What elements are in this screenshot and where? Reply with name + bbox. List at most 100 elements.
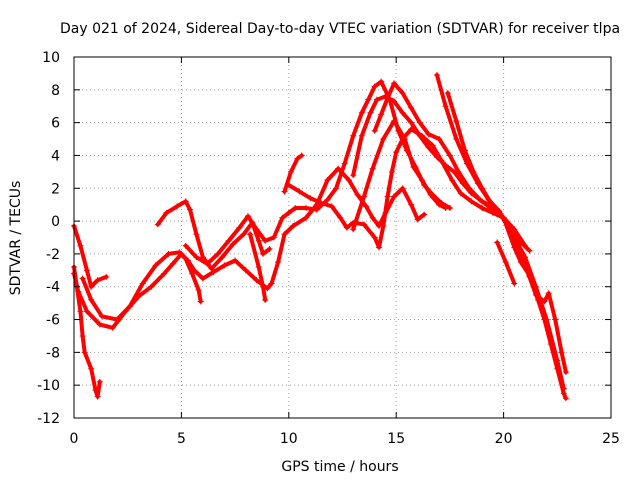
data-point [214,250,221,257]
series-trace [248,232,268,302]
data-point [88,365,95,372]
data-point [79,275,86,282]
data-point [163,209,170,216]
data-point [358,132,365,139]
series-track-8 [281,152,305,195]
data-point [547,341,554,348]
series-track-12 [350,117,449,233]
data-point [285,181,292,188]
y-tick-label: -6 [46,313,60,329]
data-point [399,185,406,192]
data-point [384,95,391,102]
data-point [148,283,155,290]
x-tick-label: 10 [280,431,298,447]
data-point [453,117,460,124]
data-point [562,369,569,376]
data-point [391,98,398,105]
data-point [517,239,524,246]
data-point [470,168,477,175]
y-tick-label: 8 [51,83,60,99]
y-tick-label: 6 [51,116,60,132]
data-point [126,303,133,310]
data-point [290,223,297,230]
series-trace [72,224,109,289]
data-point [262,237,269,244]
data-point [244,213,251,220]
data-point [418,177,425,184]
data-point [541,316,548,323]
data-point [260,250,267,257]
y-tick-label: 2 [51,181,60,197]
x-tick-label: 5 [177,431,186,447]
data-point [281,188,288,195]
data-point [307,195,314,202]
series-trace [282,153,304,194]
data-point [81,349,88,356]
data-point [287,168,294,175]
data-point [442,204,449,211]
data-point [182,242,189,249]
data-point [388,168,395,175]
series-track-7 [247,231,269,303]
data-point [354,191,361,198]
data-point [358,109,365,116]
data-point [552,316,559,323]
data-point [532,291,539,298]
data-point [399,90,406,97]
data-point [109,324,116,331]
data-point [401,136,408,143]
data-point [363,203,370,210]
data-point [262,296,269,303]
data-point [391,117,398,124]
data-point [96,321,103,328]
data-point [494,239,501,246]
data-point [562,395,569,402]
data-point [204,260,211,267]
series-track-15 [494,239,518,287]
data-point [442,162,449,169]
data-point [236,224,243,231]
data-point [376,244,383,251]
data-point [152,262,159,269]
data-point [476,196,483,203]
data-point [444,90,451,97]
data-point [94,393,101,400]
data-point [268,280,275,287]
data-point [434,154,441,161]
data-point [489,203,496,210]
data-point [324,177,331,184]
data-point [367,109,374,116]
chart-title: Day 021 of 2024, Sidereal Day-to-day VTE… [60,21,620,37]
data-point [174,203,181,210]
data-point [410,163,417,170]
data-point [83,308,90,315]
data-point [371,234,378,241]
data-point [253,226,260,233]
data-layer [71,72,569,402]
x-tick-label: 15 [387,431,405,447]
data-point [453,136,460,143]
data-point [161,270,168,277]
data-point [457,190,464,197]
data-point [302,204,309,211]
data-point [343,224,350,231]
data-point [199,275,206,282]
data-point [479,185,486,192]
data-point [176,249,183,256]
data-point [285,209,292,216]
data-point [96,378,103,385]
data-point [210,268,217,275]
data-point [88,296,95,303]
data-point [318,200,325,207]
data-point [92,387,99,394]
data-point [98,313,105,320]
x-tick-label: 20 [495,431,513,447]
data-point [341,160,348,167]
data-point [414,216,421,223]
data-point [255,264,262,271]
data-point [511,244,518,251]
data-point [393,149,400,156]
x-tick-label: 25 [602,431,620,447]
data-point [399,109,406,116]
data-point [255,237,262,244]
